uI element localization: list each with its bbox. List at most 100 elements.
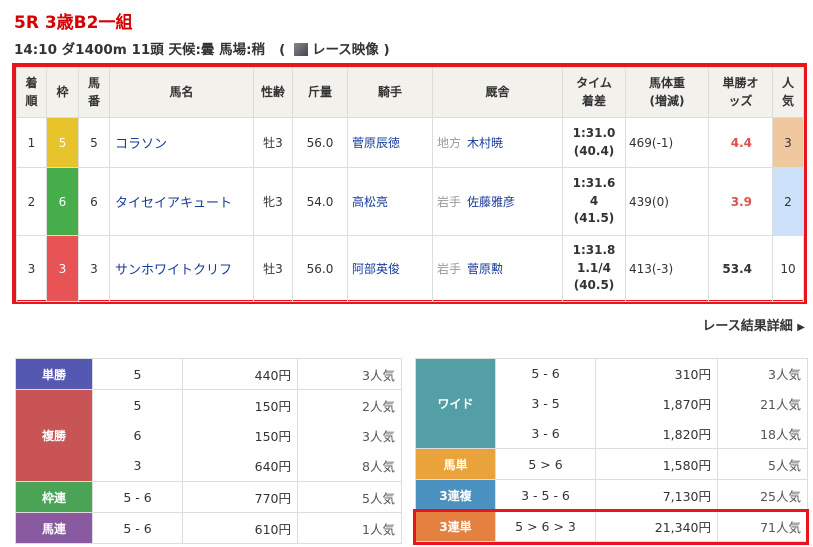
combination: 3 - 5 - 6 (495, 479, 596, 511)
column-header-label: 厩舎 (485, 84, 510, 99)
results-table: 着順枠馬番 馬名 性齢 斤量 騎手 厩舎 タイム着差 馬体重(増減) 単勝オッズ 人気 1 5 5 コラ… (16, 67, 804, 302)
column-header-label: 斤量 (307, 84, 332, 99)
payout-amount: 1,870円 (595, 388, 718, 419)
race-info: 14:10 ダ1400m 11頭 天候:曇 馬場:稍 ( レース映像 ) (14, 38, 390, 58)
paren: ( (279, 42, 286, 58)
trainer-region: 岩手 (437, 262, 462, 276)
combination: 5 (92, 389, 183, 421)
column-header: 馬番 (78, 67, 110, 118)
trainer-region: 地方 (437, 136, 462, 150)
payout-popularity: 5人気 (717, 448, 808, 480)
bet-type-label: 枠連 (15, 481, 93, 513)
payout-amount: 440円 (182, 358, 298, 390)
payout-popularity: 18人気 (717, 418, 808, 449)
time-last: (40.4) (573, 143, 615, 158)
column-header-label: 人気 (781, 76, 794, 108)
time-time: 1:31.6 (572, 176, 616, 191)
jockey-link[interactable]: 阿部英俊 (347, 235, 433, 302)
payout-popularity: 2人気 (297, 389, 402, 421)
race-video-link[interactable]: レース映像 (311, 42, 379, 58)
video-icon[interactable] (293, 43, 308, 56)
payout-row: 3連複 3 - 5 - 6 7,130円 25人気 (415, 479, 808, 511)
rank: 2 (16, 167, 47, 236)
carried-weight: 56.0 (292, 235, 348, 302)
payout-row: 3 - 5 1,870円 21人気 (416, 388, 808, 419)
payout-popularity: 21人気 (717, 388, 808, 419)
trainer-link[interactable]: 木村暁 (467, 136, 504, 150)
horse-name-link[interactable]: サンホワイトクリフ (109, 235, 254, 302)
result-row: 1 5 5 コラソン 牡3 56.0 菅原辰徳 地方 木村暁 1:31.0 (40.4) 469(-1… (16, 117, 804, 168)
time-time: 1:31.8 (572, 243, 616, 258)
column-header: 馬名 (109, 67, 254, 118)
bet-type-label: 複勝 (15, 389, 93, 482)
trainer-link[interactable]: 佐藤雅彦 (467, 195, 516, 209)
horse-name-link[interactable]: コラソン (109, 117, 254, 168)
rank: 3 (16, 235, 47, 302)
payout-row: 3連単 5 > 6 > 3 21,340円 71人気 (415, 510, 808, 542)
jockey-link[interactable]: 高松亮 (347, 167, 433, 236)
sex-age: 牝3 (253, 167, 293, 236)
payout-amount: 21,340円 (595, 510, 718, 542)
combination: 3 (92, 450, 183, 482)
payout-amount: 640円 (182, 450, 298, 482)
payout-table-right: ワイド 5 - 6 310円 3人気 3 - 5 1,870円 21人気 3 - 6 1,820… (415, 358, 808, 542)
result-row: 2 6 6 タイセイアキュート 牝3 54.0 高松亮 岩手 佐藤雅彦 1:31.6 4 (41.5)… (16, 167, 804, 236)
sex-age: 牡3 (253, 235, 293, 302)
column-header: 枠 (46, 67, 79, 118)
combination: 5 - 6 (495, 358, 596, 389)
triangle-right-icon: ▶ (797, 322, 805, 333)
race-result-detail-link[interactable]: レース結果詳細 ▶ (702, 315, 805, 334)
column-header: 馬体重(増減) (625, 67, 709, 118)
horse-number: 3 (78, 235, 110, 302)
combination: 5 > 6 > 3 (495, 510, 596, 542)
trainer-cell: 岩手 佐藤雅彦 (432, 167, 563, 236)
payout-popularity: 71人気 (717, 510, 808, 542)
bet-type-label: 単勝 (15, 358, 93, 390)
combination: 5 - 6 (92, 481, 183, 513)
body-weight: 469(-1) (625, 117, 709, 168)
rank: 1 (16, 117, 47, 168)
column-header-label: 単勝オッズ (722, 76, 759, 108)
payout-table-left: 単勝 5 440円 3人気 複勝 5 150円 2人気 6 150円 3人気 3 640円 8人気 枠連 5 … (15, 358, 402, 544)
carried-weight: 54.0 (292, 167, 348, 236)
carried-weight: 56.0 (292, 117, 348, 168)
time-time: 1:31.0 (572, 126, 616, 141)
body-weight: 413(-3) (625, 235, 709, 302)
horse-name-link[interactable]: タイセイアキュート (109, 167, 254, 236)
payout-row: 複勝 5 150円 2人気 (15, 389, 402, 482)
payout-popularity: 3人気 (297, 420, 402, 451)
bet-type-label: 3連複 (415, 479, 496, 511)
combination: 5 > 6 (495, 448, 596, 480)
payout-popularity: 8人気 (297, 450, 402, 482)
results-table-highlight: 着順枠馬番 馬名 性齢 斤量 騎手 厩舎 タイム着差 馬体重(増減) 単勝オッズ 人気 1 5 5 コラ… (12, 63, 807, 304)
trainer-link[interactable]: 菅原勲 (467, 262, 504, 276)
combination: 3 - 6 (495, 418, 596, 449)
payout-popularity: 1人気 (297, 512, 402, 544)
win-odds: 4.4 (708, 117, 773, 168)
column-header-label: 枠 (56, 84, 69, 99)
popularity: 2 (772, 167, 804, 236)
column-header: 着順 (16, 67, 47, 118)
column-header-label: タイム着差 (576, 76, 612, 108)
paren: ) (383, 42, 390, 58)
trainer-cell: 地方 木村暁 (432, 117, 563, 168)
column-header: タイム着差 (562, 67, 626, 118)
payout-popularity: 5人気 (297, 481, 402, 513)
payout-row: 単勝 5 440円 3人気 (15, 358, 402, 390)
column-header-label: 馬番 (87, 76, 100, 108)
popularity: 3 (772, 117, 804, 168)
combination: 6 (92, 420, 183, 451)
payout-row: 馬連 5 - 6 610円 1人気 (15, 512, 402, 544)
payout-row: 枠連 5 - 6 770円 5人気 (15, 481, 402, 513)
column-header-label: 馬名 (169, 84, 194, 99)
column-header: 騎手 (347, 67, 433, 118)
link-label[interactable]: レース結果詳細 (702, 319, 793, 334)
bet-type-label: 馬単 (415, 448, 496, 480)
bet-type-label: 馬連 (15, 512, 93, 544)
payout-row: 馬単 5 > 6 1,580円 5人気 (415, 448, 808, 480)
jockey-link[interactable]: 菅原辰徳 (347, 117, 433, 168)
time-margin: 1.1/4 (577, 260, 611, 275)
payout-row: ワイド 5 - 6 310円 3人気 (415, 358, 808, 449)
payout-row: 6 150円 3人気 (16, 420, 402, 451)
win-odds: 3.9 (708, 167, 773, 236)
